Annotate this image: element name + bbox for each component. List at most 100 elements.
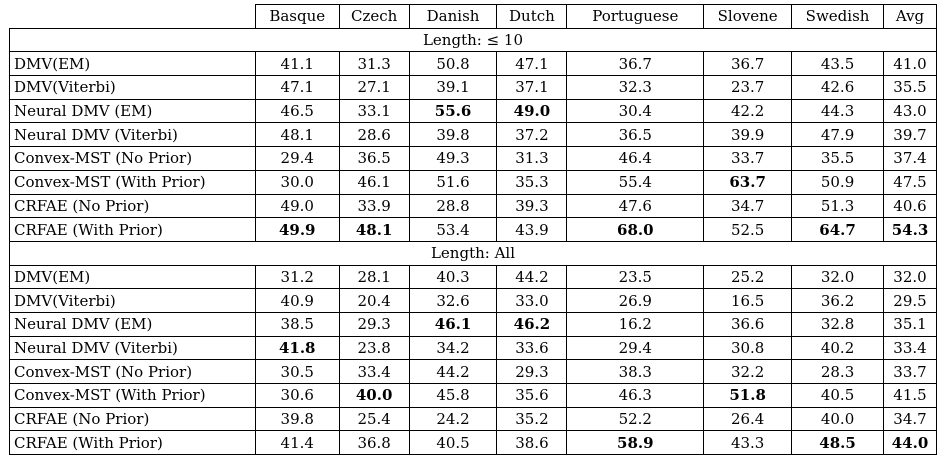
score-cell: 42.6 xyxy=(791,75,884,100)
score-cell: 39.3 xyxy=(496,193,568,219)
table-row: CRFAE (No Prior) 39.8 25.4 24.2 35.2 52.2 26.4… xyxy=(9,406,937,432)
table-row: Neural DMV (EM) 38.5 29.3 46.1 46.2 16.2 36.6 3… xyxy=(9,311,937,337)
table-row: DMV(Viterbi) 40.9 20.4 32.6 33.0 26.9 16.5 36.2… xyxy=(9,288,937,313)
score-cell: 37.1 xyxy=(496,75,568,100)
column-header: Slovene xyxy=(703,4,793,29)
score-cell: 44.2 xyxy=(408,359,498,384)
column-header: Avg xyxy=(883,4,937,29)
method-name: Neural DMV (EM) xyxy=(9,98,256,124)
score-cell: 36.5 xyxy=(338,146,410,171)
method-name: CRFAE (No Prior) xyxy=(9,406,256,432)
table-row: CRFAE (With Prior) 49.9 48.1 53.4 43.9 68.0 52… xyxy=(9,217,937,242)
table-row: DMV(EM) 31.2 28.1 40.3 44.2 23.5 25.2 32.0 32.0 xyxy=(9,264,937,290)
corner-cell xyxy=(9,4,256,29)
score-cell: 51.6 xyxy=(408,169,498,195)
score-cell: 35.5 xyxy=(883,75,937,100)
score-cell: 38.3 xyxy=(566,359,705,384)
method-name: CRFAE (With Prior) xyxy=(9,217,256,242)
score-cell: 32.0 xyxy=(883,264,937,290)
column-header: Dutch xyxy=(496,4,568,29)
score-cell: 32.6 xyxy=(408,288,498,313)
score-cell: 39.1 xyxy=(408,75,498,100)
score-cell: 55.6 xyxy=(408,98,498,124)
score-cell: 40.9 xyxy=(254,288,340,313)
score-cell: 34.2 xyxy=(408,335,498,361)
score-cell: 35.6 xyxy=(496,383,568,408)
score-cell: 42.2 xyxy=(703,98,793,124)
score-cell: 25.2 xyxy=(703,264,793,290)
score-cell: 32.0 xyxy=(791,264,884,290)
method-name: CRFAE (With Prior) xyxy=(9,430,256,456)
score-cell: 24.2 xyxy=(408,406,498,432)
table-row: CRFAE (With Prior) 41.4 36.8 40.5 38.6 58.9 43… xyxy=(9,430,937,456)
score-cell: 40.5 xyxy=(408,430,498,456)
score-cell: 39.8 xyxy=(254,406,340,432)
score-cell: 36.7 xyxy=(703,51,793,77)
table-row: Neural DMV (Viterbi) 48.1 28.6 39.8 37.2 36.5… xyxy=(9,122,937,148)
score-cell: 30.5 xyxy=(254,359,340,384)
score-cell: 32.3 xyxy=(566,75,705,100)
score-cell: 31.3 xyxy=(338,51,410,77)
score-cell: 33.7 xyxy=(703,146,793,171)
score-cell: 35.1 xyxy=(883,311,937,337)
score-cell: 29.3 xyxy=(338,311,410,337)
header-row: Basque Czech Danish Dutch Portuguese Slo… xyxy=(9,4,937,29)
score-cell: 46.2 xyxy=(496,311,568,337)
table-row: DMV(Viterbi) 47.1 27.1 39.1 37.1 32.3 23.7 42.6… xyxy=(9,75,937,100)
score-cell: 51.8 xyxy=(703,383,793,408)
score-cell: 47.1 xyxy=(496,51,568,77)
score-cell: 38.5 xyxy=(254,311,340,337)
score-cell: 23.7 xyxy=(703,75,793,100)
score-cell: 36.2 xyxy=(791,288,884,313)
score-cell: 52.2 xyxy=(566,406,705,432)
column-header: Portuguese xyxy=(566,4,705,29)
score-cell: 37.2 xyxy=(496,122,568,148)
score-cell: 46.3 xyxy=(566,383,705,408)
section-header-row: Length: All xyxy=(9,240,937,266)
method-name: Convex-MST (With Prior) xyxy=(9,169,256,195)
method-name: Neural DMV (Viterbi) xyxy=(9,122,256,148)
section-title: Length: All xyxy=(9,240,937,266)
score-cell: 35.2 xyxy=(496,406,568,432)
score-cell: 31.2 xyxy=(254,264,340,290)
score-cell: 28.6 xyxy=(338,122,410,148)
column-header: Basque xyxy=(254,4,340,29)
column-header: Swedish xyxy=(791,4,884,29)
method-name: DMV(Viterbi) xyxy=(9,288,256,313)
score-cell: 49.9 xyxy=(254,217,340,242)
score-cell: 39.9 xyxy=(703,122,793,148)
score-cell: 32.8 xyxy=(791,311,884,337)
score-cell: 29.4 xyxy=(254,146,340,171)
score-cell: 26.9 xyxy=(566,288,705,313)
method-name: DMV(EM) xyxy=(9,51,256,77)
score-cell: 27.1 xyxy=(338,75,410,100)
score-cell: 43.5 xyxy=(791,51,884,77)
score-cell: 49.0 xyxy=(496,98,568,124)
score-cell: 64.7 xyxy=(791,217,884,242)
score-cell: 54.3 xyxy=(883,217,937,242)
score-cell: 40.0 xyxy=(791,406,884,432)
score-cell: 40.6 xyxy=(883,193,937,219)
score-cell: 40.0 xyxy=(338,383,410,408)
score-cell: 44.3 xyxy=(791,98,884,124)
score-cell: 52.5 xyxy=(703,217,793,242)
score-cell: 35.3 xyxy=(496,169,568,195)
table-row: Neural DMV (Viterbi) 41.8 23.8 34.2 33.6 29.4… xyxy=(9,335,937,361)
method-name: Neural DMV (Viterbi) xyxy=(9,335,256,361)
score-cell: 46.1 xyxy=(338,169,410,195)
method-name: CRFAE (No Prior) xyxy=(9,193,256,219)
score-cell: 47.9 xyxy=(791,122,884,148)
score-cell: 43.3 xyxy=(703,430,793,456)
section-header-row: Length: ≤ 10 xyxy=(9,27,937,53)
score-cell: 33.9 xyxy=(338,193,410,219)
score-cell: 23.8 xyxy=(338,335,410,361)
score-cell: 36.8 xyxy=(338,430,410,456)
score-cell: 44.2 xyxy=(496,264,568,290)
score-cell: 39.7 xyxy=(883,122,937,148)
score-cell: 58.9 xyxy=(566,430,705,456)
score-cell: 41.4 xyxy=(254,430,340,456)
method-name: DMV(EM) xyxy=(9,264,256,290)
score-cell: 33.4 xyxy=(338,359,410,384)
score-cell: 50.8 xyxy=(408,51,498,77)
score-cell: 41.1 xyxy=(254,51,340,77)
